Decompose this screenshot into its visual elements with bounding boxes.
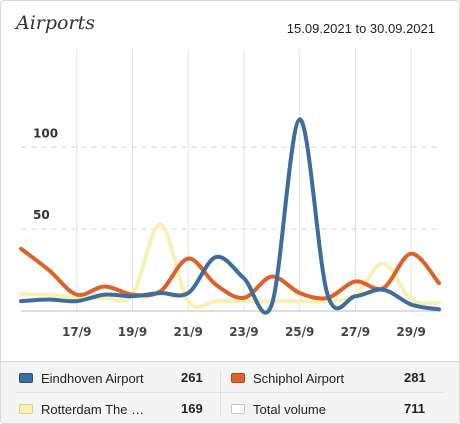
legend-swatch-total: [231, 404, 245, 414]
x-tick-label: 27/9: [341, 325, 370, 339]
legend-swatch-schiphol: [231, 373, 245, 383]
legend-label-rotterdam: Rotterdam The …: [41, 401, 145, 417]
legend-label-schiphol: Schiphol Airport: [253, 370, 345, 386]
legend-item-total[interactable]: Total volume: [231, 399, 326, 419]
legend-column-divider: [220, 371, 221, 415]
x-tick-label: 19/9: [118, 325, 147, 339]
series-line-schiphol: [19, 246, 441, 301]
legend-item-schiphol[interactable]: Schiphol Airport: [231, 368, 344, 388]
x-tick-label: 21/9: [173, 325, 202, 339]
series-lines: [19, 117, 441, 315]
legend-label-eindhoven: Eindhoven Airport: [41, 370, 144, 386]
legend-value-eindhoven: 261: [181, 370, 203, 385]
y-axis-labels: 50 100: [33, 126, 58, 222]
x-tick-label: 29/9: [396, 325, 425, 339]
widget-title: Airports: [16, 12, 95, 34]
legend-swatch-eindhoven: [19, 373, 33, 383]
y-tick-label: 100: [33, 126, 58, 140]
legend-value-total: 711: [404, 401, 425, 416]
x-tick-label: 17/9: [62, 325, 91, 339]
legend-value-rotterdam: 169: [181, 401, 203, 416]
legend-value-schiphol: 281: [404, 370, 426, 385]
x-tick-label: 23/9: [229, 325, 258, 339]
x-axis-labels: 17/9 19/9 21/9 23/9 25/9 27/9 29/9: [62, 325, 426, 339]
legend-item-eindhoven[interactable]: Eindhoven Airport: [19, 368, 144, 388]
line-chart: 50 100 17/9 19/9 21/9 23/9 25/9 27/9 29/9: [19, 49, 441, 339]
widget-header: Airports 15.09.2021 to 30.09.2021: [1, 1, 459, 45]
x-tick-label: 25/9: [285, 325, 314, 339]
series-line-eindhoven: [19, 117, 441, 315]
legend-swatch-rotterdam: [19, 404, 33, 414]
date-range[interactable]: 15.09.2021 to 30.09.2021: [286, 21, 435, 36]
legend-row-divider: [15, 392, 445, 393]
legend: Eindhoven Airport 261 Schiphol Airport 2…: [1, 361, 459, 423]
chart-grid: [21, 49, 439, 312]
legend-item-rotterdam[interactable]: Rotterdam The …: [19, 399, 144, 419]
y-tick-label: 50: [33, 208, 50, 222]
legend-label-total: Total volume: [253, 401, 326, 417]
